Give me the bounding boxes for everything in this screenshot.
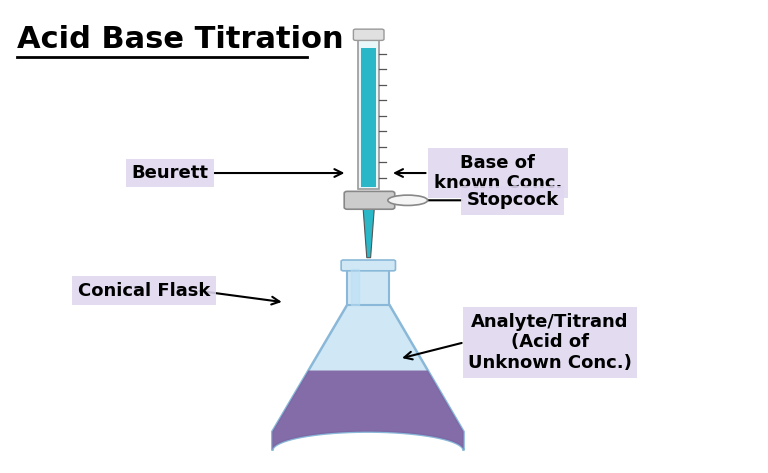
FancyBboxPatch shape [353, 29, 384, 40]
Polygon shape [273, 370, 464, 450]
Text: Stopcock: Stopcock [467, 191, 559, 209]
FancyBboxPatch shape [341, 260, 396, 271]
Polygon shape [351, 270, 359, 305]
Polygon shape [362, 201, 375, 258]
Text: Conical Flask: Conical Flask [78, 281, 210, 299]
Text: Beurett: Beurett [131, 164, 208, 182]
Text: Acid Base Titration: Acid Base Titration [17, 25, 343, 54]
Text: Base of
known Conc.: Base of known Conc. [434, 154, 562, 193]
Bar [361, 48, 376, 187]
Ellipse shape [388, 195, 428, 205]
Text: Analyte/Titrand
(Acid of
Unknown Conc.): Analyte/Titrand (Acid of Unknown Conc.) [468, 313, 632, 372]
FancyBboxPatch shape [344, 192, 395, 209]
Bar [358, 39, 379, 190]
Bar [347, 270, 389, 305]
Polygon shape [273, 305, 464, 450]
